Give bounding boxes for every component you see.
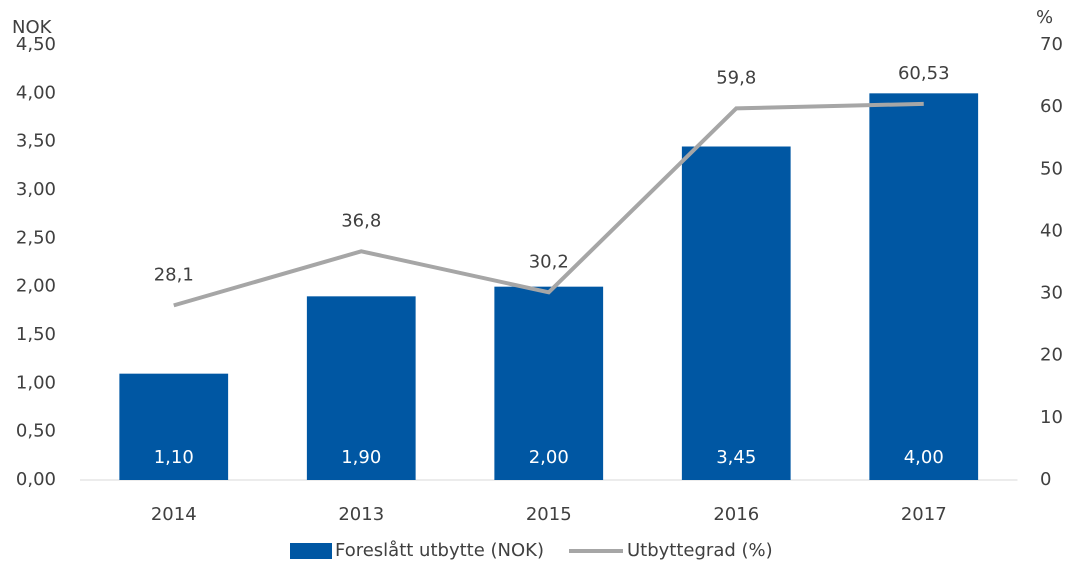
line-value-label: 36,8 [341, 210, 381, 231]
x-tick-label: 2015 [526, 504, 572, 525]
y-tick-label: 1,00 [16, 372, 56, 393]
legend-label: Utbyttegrad (%) [627, 540, 773, 561]
y2-tick-label: 60 [1040, 96, 1063, 117]
x-tick-label: 2016 [713, 504, 759, 525]
bar [869, 93, 979, 480]
bar-value-label: 4,00 [904, 447, 944, 468]
line-value-label: 59,8 [716, 67, 756, 88]
x-tick-label: 2014 [151, 504, 197, 525]
bar [119, 373, 229, 480]
legend-swatch [290, 543, 332, 559]
y-tick-label: 0,00 [16, 469, 56, 490]
y-tick-label: 3,00 [16, 179, 56, 200]
y2-tick-label: 70 [1040, 34, 1063, 55]
y-tick-label: 4,50 [16, 34, 56, 55]
y2-tick-label: 50 [1040, 158, 1063, 179]
x-tick-label: 2013 [338, 504, 384, 525]
bar-value-label: 2,00 [529, 447, 569, 468]
y-tick-label: 2,50 [16, 227, 56, 248]
y2-tick-label: 40 [1040, 220, 1063, 241]
line-value-label: 60,53 [898, 63, 950, 84]
y2-tick-label: 20 [1040, 345, 1063, 366]
x-tick-label: 2017 [901, 504, 947, 525]
y2-tick-label: 10 [1040, 407, 1063, 428]
y-tick-label: 4,00 [16, 82, 56, 103]
line [173, 101, 924, 308]
bar-value-label: 1,90 [341, 447, 381, 468]
bar [306, 296, 416, 480]
y2-tick-label: 30 [1040, 283, 1063, 304]
legend-label: Foreslått utbytte (NOK) [335, 540, 544, 561]
y-tick-label: 1,50 [16, 324, 56, 345]
y2-tick-label: 0 [1040, 469, 1051, 490]
bar-value-label: 1,10 [154, 447, 194, 468]
y-tick-label: 3,50 [16, 131, 56, 152]
bar [681, 146, 791, 480]
y-axis-title: NOK [12, 17, 53, 38]
y-tick-label: 0,50 [16, 421, 56, 442]
y-tick-label: 2,00 [16, 276, 56, 297]
line-value-label: 28,1 [154, 264, 194, 285]
bar-value-label: 3,45 [716, 447, 756, 468]
bar [494, 286, 604, 480]
y2-axis-title: % [1036, 7, 1053, 28]
line-value-label: 30,2 [529, 251, 569, 272]
